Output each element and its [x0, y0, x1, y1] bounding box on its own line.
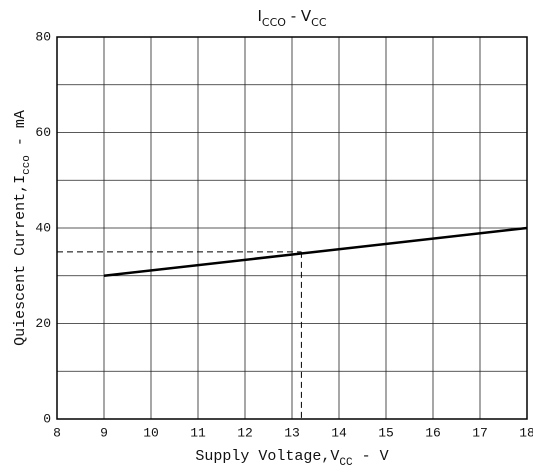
label-part: - V [353, 448, 389, 465]
x-tick-label: 9 [100, 425, 108, 440]
label-part: - V [286, 7, 312, 25]
x-tick-label: 13 [284, 425, 300, 440]
subscript: CC [311, 16, 327, 29]
x-tick-label: 10 [143, 425, 159, 440]
x-axis-label: Supply Voltage,VCC - V [195, 448, 388, 469]
subscript: CC [339, 457, 353, 469]
x-tick-label: 18 [519, 425, 533, 440]
data-line [103, 226, 528, 277]
y-tick-label: 20 [35, 316, 51, 331]
y-tick-label: 80 [35, 29, 51, 44]
y-tick-label: 0 [43, 411, 51, 426]
label-part: Supply Voltage,V [195, 448, 339, 465]
chart-title: ICCO - VCC [257, 7, 326, 29]
label-part: I [257, 7, 261, 25]
subscript: CCO [262, 16, 286, 29]
subscript: cco [21, 155, 33, 175]
x-tick-label: 17 [472, 425, 488, 440]
x-tick-label: 14 [331, 425, 347, 440]
x-tick-label: 8 [53, 425, 61, 440]
x-tick-label: 15 [378, 425, 394, 440]
x-tick-label: 16 [425, 425, 441, 440]
y-tick-label: 40 [35, 220, 51, 235]
label-part: - mA [12, 110, 29, 155]
y-tick-label: 60 [35, 125, 51, 140]
y-axis-label: Quiescent Current,Icco - mA [12, 110, 33, 346]
label-part: Quiescent Current,I [12, 175, 29, 346]
x-tick-label: 12 [237, 425, 253, 440]
x-tick-label: 11 [190, 425, 206, 440]
